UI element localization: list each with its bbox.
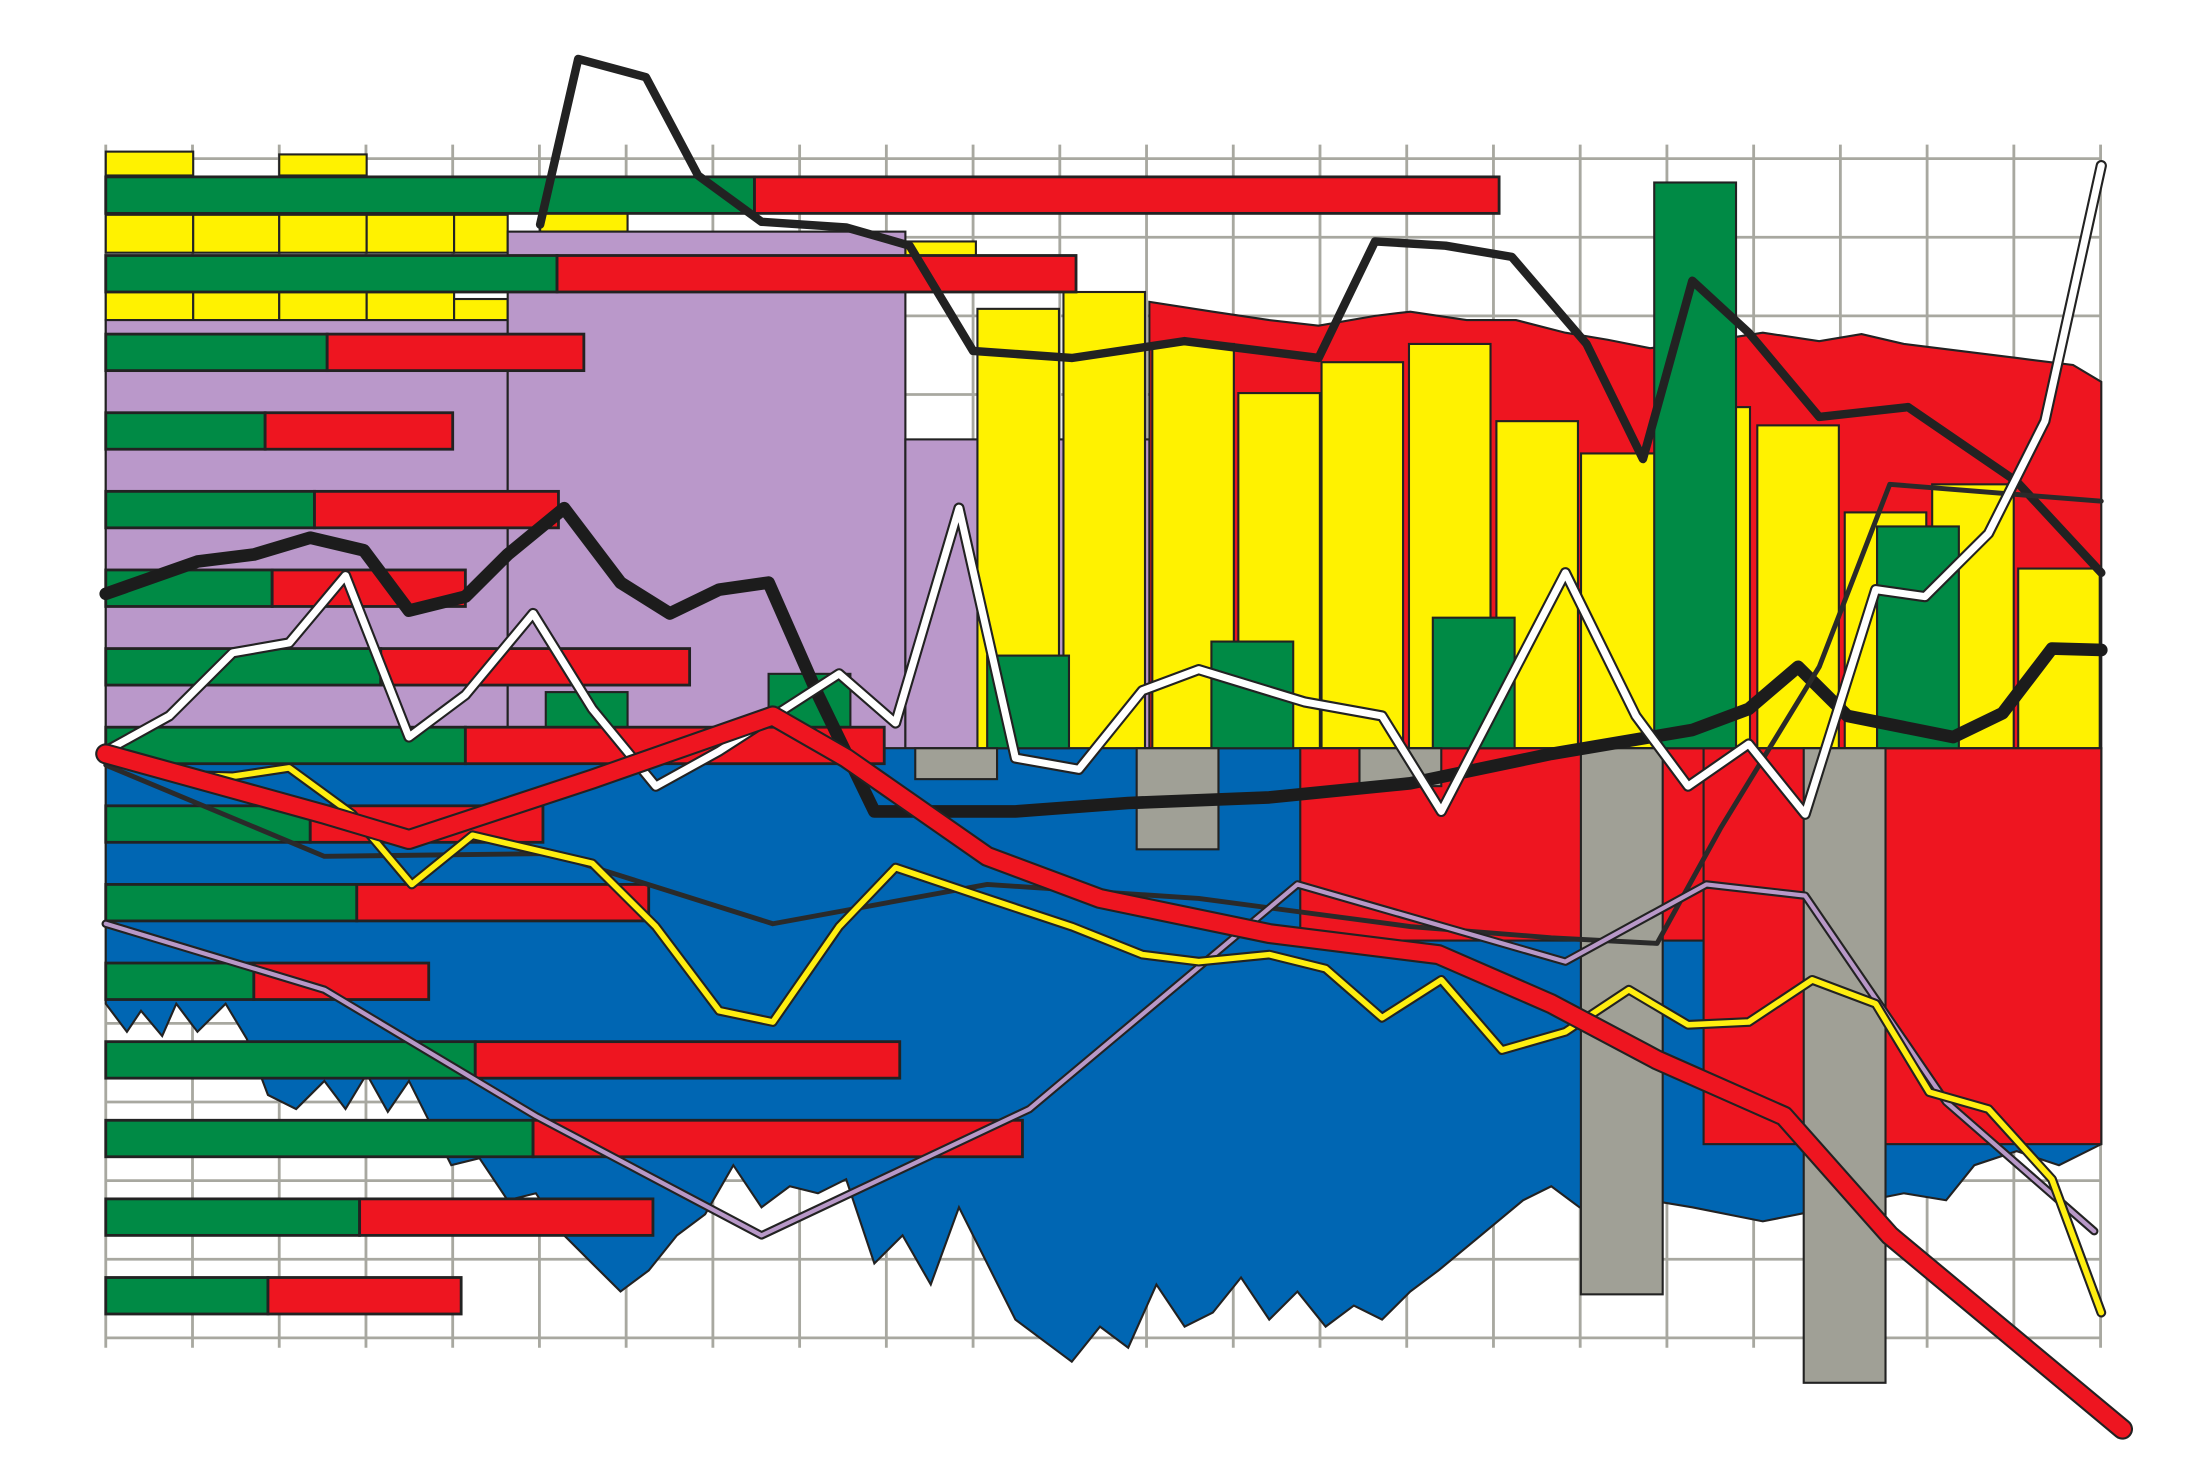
bar (1431, 616, 1516, 750)
decor-brick (365, 213, 456, 254)
decor-brick (104, 150, 195, 177)
line (102, 748, 2105, 1316)
hbar-segment (104, 332, 329, 373)
hbar-segment (104, 254, 559, 294)
hbar-segment (379, 647, 692, 687)
bar (1802, 747, 1887, 1384)
decor-brick (192, 213, 281, 254)
plot (95, 54, 2134, 1440)
hbar-segment (104, 961, 256, 1001)
hbar-segment (753, 175, 1501, 215)
hbar-segment (473, 1040, 902, 1080)
bar (1320, 361, 1405, 750)
decor-brick (365, 290, 456, 322)
hbar-segment (104, 1118, 535, 1159)
hbar-segment (104, 1197, 362, 1237)
decor-brick (192, 290, 281, 322)
line (102, 162, 2105, 818)
bar (1875, 525, 1960, 750)
decor-brick (278, 153, 368, 177)
hbar-segment (313, 489, 560, 530)
hbar-segment (325, 332, 586, 373)
hbar-segment (355, 883, 651, 923)
line (97, 707, 2131, 1438)
hbar-segment (263, 411, 455, 451)
hbar-segment (104, 411, 267, 451)
hbar-segment (358, 1197, 655, 1237)
hbar-segment (555, 254, 1078, 294)
bar (1653, 181, 1738, 750)
decor-brick (104, 290, 195, 322)
bar (914, 747, 999, 781)
decor-brick (453, 297, 509, 322)
hbar-segment (104, 175, 756, 215)
hbar-segment (104, 1276, 270, 1316)
line (103, 882, 2097, 1238)
decor-brick (278, 213, 368, 254)
bar (1579, 452, 1664, 750)
histogram-bar (1702, 747, 2103, 1146)
decor-brick (278, 290, 368, 322)
hbar-segment (104, 883, 359, 923)
bar (1062, 290, 1147, 750)
decor-brick (453, 213, 509, 254)
line (535, 54, 2106, 577)
hbar-segment (104, 489, 316, 530)
decor-brick (104, 213, 195, 254)
bar (2017, 567, 2101, 750)
hbar-segment (252, 961, 431, 1001)
hbar-segment (266, 1276, 463, 1316)
